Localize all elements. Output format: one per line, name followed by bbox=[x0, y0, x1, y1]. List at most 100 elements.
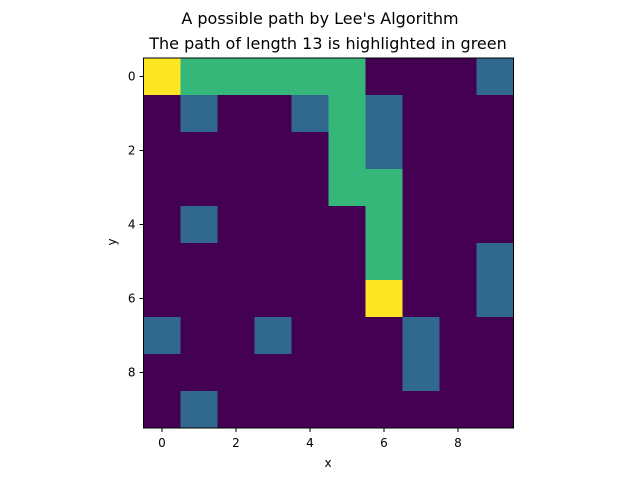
heatmap-cell bbox=[254, 132, 292, 170]
heatmap-cell bbox=[439, 132, 477, 170]
heatmap-cell bbox=[439, 243, 477, 281]
y-axis-ticks: 0 2 4 6 8 bbox=[128, 70, 144, 380]
plot-frame bbox=[143, 57, 514, 429]
x-tick-label: 2 bbox=[232, 436, 240, 450]
heatmap-cell bbox=[217, 206, 255, 244]
heatmap-cell bbox=[365, 280, 403, 318]
heatmap-cell bbox=[476, 354, 514, 392]
heatmap-cell bbox=[217, 317, 255, 355]
heatmap-cell bbox=[365, 243, 403, 281]
heatmap-cell bbox=[143, 132, 181, 170]
y-tick-label: 6 bbox=[128, 292, 136, 306]
heatmap-cell bbox=[254, 169, 292, 207]
heatmap-cell bbox=[217, 169, 255, 207]
heatmap-cell bbox=[180, 132, 218, 170]
heatmap-cell bbox=[291, 280, 329, 318]
heatmap-cell bbox=[365, 169, 403, 207]
heatmap-cell bbox=[365, 58, 403, 96]
heatmap-cell bbox=[402, 132, 440, 170]
heatmap-cell bbox=[476, 206, 514, 244]
heatmap-cell bbox=[439, 317, 477, 355]
heatmap-cell bbox=[439, 391, 477, 429]
heatmap-cell bbox=[217, 354, 255, 392]
y-tick-label: 2 bbox=[128, 144, 136, 158]
heatmap-cell bbox=[328, 95, 366, 133]
heatmap-cell bbox=[439, 206, 477, 244]
x-axis-ticks: 0 2 4 6 8 bbox=[158, 428, 462, 450]
heatmap-cell bbox=[402, 95, 440, 133]
heatmap-cell bbox=[328, 58, 366, 96]
heatmap-cell bbox=[180, 280, 218, 318]
chart-title: A possible path by Lee's Algorithm bbox=[181, 9, 458, 28]
heatmap-cell bbox=[402, 206, 440, 244]
heatmap-cell bbox=[476, 132, 514, 170]
heatmap-cell bbox=[143, 169, 181, 207]
heatmap-cell bbox=[180, 391, 218, 429]
heatmap-cell bbox=[476, 317, 514, 355]
heatmap-cell bbox=[254, 58, 292, 96]
heatmap-cell bbox=[143, 391, 181, 429]
heatmap-cell bbox=[402, 169, 440, 207]
heatmap-cell bbox=[180, 169, 218, 207]
heatmap-cell bbox=[254, 280, 292, 318]
heatmap-cell bbox=[402, 243, 440, 281]
heatmap-cell bbox=[291, 391, 329, 429]
heatmap-cell bbox=[328, 280, 366, 318]
heatmap-cell bbox=[291, 95, 329, 133]
y-axis-label: y bbox=[105, 238, 119, 245]
x-axis-label: x bbox=[324, 456, 331, 470]
heatmap-cell bbox=[328, 132, 366, 170]
heatmap-cell bbox=[143, 95, 181, 133]
heatmap-cell bbox=[254, 354, 292, 392]
heatmap-cell bbox=[143, 354, 181, 392]
heatmap-cell bbox=[476, 280, 514, 318]
heatmap-cell bbox=[328, 169, 366, 207]
heatmap-cell bbox=[439, 354, 477, 392]
heatmap-cell bbox=[180, 243, 218, 281]
heatmap-cell bbox=[328, 391, 366, 429]
heatmap-cell bbox=[291, 169, 329, 207]
heatmap-cell bbox=[402, 391, 440, 429]
heatmap-cells bbox=[143, 58, 514, 429]
heatmap-cell bbox=[328, 206, 366, 244]
heatmap-cell bbox=[143, 280, 181, 318]
heatmap-cell bbox=[476, 243, 514, 281]
heatmap-cell bbox=[439, 58, 477, 96]
heatmap-cell bbox=[180, 317, 218, 355]
heatmap-cell bbox=[217, 95, 255, 133]
heatmap-cell bbox=[143, 58, 181, 96]
heatmap-cell bbox=[328, 317, 366, 355]
x-tick-label: 6 bbox=[380, 436, 388, 450]
heatmap-cell bbox=[254, 95, 292, 133]
heatmap-cell bbox=[439, 95, 477, 133]
heatmap-cell bbox=[328, 354, 366, 392]
heatmap-cell bbox=[143, 243, 181, 281]
heatmap-cell bbox=[291, 243, 329, 281]
heatmap-cell bbox=[180, 354, 218, 392]
heatmap-cell bbox=[217, 280, 255, 318]
heatmap-cell bbox=[143, 317, 181, 355]
heatmap-cell bbox=[143, 206, 181, 244]
heatmap-cell bbox=[365, 95, 403, 133]
chart-subtitle: The path of length 13 is highlighted in … bbox=[148, 34, 507, 53]
heatmap-cell bbox=[365, 132, 403, 170]
heatmap-cell bbox=[402, 280, 440, 318]
heatmap-cell bbox=[365, 317, 403, 355]
heatmap-cell bbox=[476, 391, 514, 429]
heatmap-cell bbox=[291, 354, 329, 392]
heatmap-cell bbox=[476, 95, 514, 133]
heatmap-cell bbox=[254, 243, 292, 281]
heatmap-cell bbox=[402, 354, 440, 392]
heatmap-cell bbox=[254, 317, 292, 355]
heatmap-cell bbox=[439, 280, 477, 318]
heatmap-cell bbox=[217, 58, 255, 96]
heatmap-cell bbox=[180, 58, 218, 96]
heatmap-cell bbox=[476, 58, 514, 96]
heatmap-cell bbox=[365, 354, 403, 392]
y-tick-label: 0 bbox=[128, 70, 136, 84]
heatmap-cell bbox=[291, 206, 329, 244]
heatmap-cell bbox=[328, 243, 366, 281]
heatmap-cell bbox=[217, 132, 255, 170]
heatmap-cell bbox=[291, 132, 329, 170]
